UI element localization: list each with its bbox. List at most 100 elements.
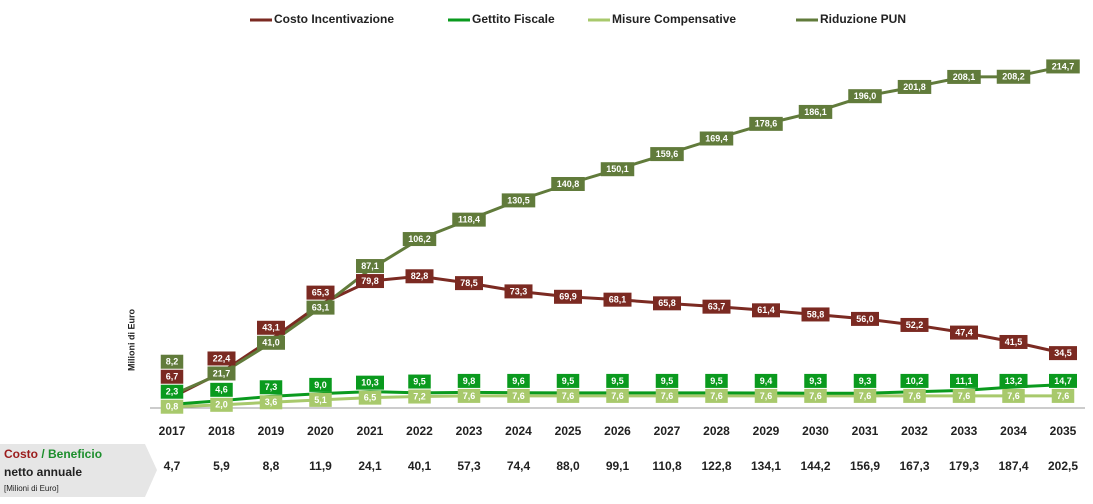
data-label-box (507, 388, 530, 403)
data-label-box (853, 373, 877, 388)
data-label: 196,0 (854, 91, 877, 101)
data-label: 9,4 (760, 376, 773, 386)
data-label-box (853, 388, 877, 403)
data-label-box (752, 303, 780, 318)
x-tick-label: 2017 (159, 424, 186, 438)
net-value: 40,1 (408, 459, 432, 473)
data-label-box (457, 388, 481, 403)
x-tick-label: 2028 (703, 424, 730, 438)
data-label: 63,1 (312, 302, 330, 312)
data-label: 43,1 (262, 323, 280, 333)
data-label-box (848, 89, 882, 104)
net-value: 134,1 (751, 459, 781, 473)
data-label-box (947, 69, 981, 84)
data-label-box (1049, 373, 1077, 388)
net-value: 88,0 (556, 459, 580, 473)
x-tick-label: 2035 (1050, 424, 1077, 438)
net-panel (0, 444, 157, 497)
data-label-box (801, 307, 830, 322)
data-label-box (600, 162, 635, 177)
x-tick-label: 2022 (406, 424, 433, 438)
x-tick-label: 2025 (555, 424, 582, 438)
data-label: 214,7 (1052, 61, 1075, 71)
data-label: 34,5 (1054, 348, 1072, 358)
data-label: 7,6 (562, 391, 575, 401)
data-label-box (356, 274, 384, 289)
x-tick-label: 2032 (901, 424, 928, 438)
legend-label: Gettito Fiscale (472, 12, 555, 26)
data-label: 9,5 (661, 376, 674, 386)
data-label-box (1002, 388, 1025, 403)
data-label-box (207, 351, 236, 366)
data-label: 65,8 (658, 298, 676, 308)
data-label: 65,3 (312, 287, 330, 297)
data-label-box (452, 212, 486, 227)
data-label-box (650, 147, 684, 162)
data-label: 87,1 (361, 261, 379, 271)
data-label-box (1046, 59, 1080, 74)
data-label-box (655, 373, 679, 388)
data-label-box (309, 377, 332, 392)
data-label-box (504, 284, 533, 299)
data-label: 14,7 (1054, 376, 1072, 386)
x-tick-label: 2026 (604, 424, 631, 438)
data-label-box (405, 269, 434, 284)
data-label-box (999, 373, 1028, 388)
net-value: 74,4 (507, 459, 531, 473)
data-label-box (356, 259, 384, 274)
data-label: 79,8 (361, 276, 379, 286)
data-label-box (160, 384, 184, 399)
x-tick-label: 2033 (951, 424, 978, 438)
net-value: 202,5 (1048, 459, 1078, 473)
net-value: 8,8 (263, 459, 280, 473)
net-value: 99,1 (606, 459, 630, 473)
data-label: 2,3 (166, 387, 179, 397)
data-label-box (603, 292, 632, 307)
data-label-box (207, 366, 236, 381)
data-label-box (457, 373, 481, 388)
data-label-box (356, 375, 384, 390)
data-label: 4,6 (215, 385, 228, 395)
data-label: 208,1 (953, 72, 976, 82)
data-label: 82,8 (411, 271, 429, 281)
data-label-box (699, 131, 734, 146)
data-label-box (160, 399, 184, 414)
x-tick-label: 2024 (505, 424, 532, 438)
data-label: 41,5 (1005, 337, 1023, 347)
x-tick-label: 2029 (753, 424, 780, 438)
net-value: 144,2 (800, 459, 830, 473)
data-label: 7,6 (661, 391, 674, 401)
data-label: 58,8 (807, 309, 825, 319)
data-label: 130,5 (507, 195, 530, 205)
data-label-box (309, 392, 332, 407)
data-label: 150,1 (606, 164, 629, 174)
data-label: 7,6 (958, 391, 971, 401)
data-label: 10,3 (361, 378, 379, 388)
x-tick-label: 2018 (208, 424, 235, 438)
data-label-box (1051, 388, 1075, 403)
data-label: 2,0 (215, 400, 228, 410)
data-label-box (160, 369, 184, 384)
data-label-box (655, 388, 679, 403)
data-label-box (754, 388, 778, 403)
data-label: 41,0 (262, 338, 280, 348)
data-label-box (507, 373, 530, 388)
data-label: 63,7 (708, 302, 726, 312)
data-label: 208,2 (1002, 72, 1025, 82)
data-label: 7,2 (413, 391, 426, 401)
data-label: 56,0 (856, 314, 874, 324)
data-label-box (306, 300, 335, 315)
data-label: 9,5 (710, 376, 723, 386)
data-label: 7,6 (1057, 391, 1070, 401)
data-label: 9,5 (562, 376, 575, 386)
net-value: 156,9 (850, 459, 880, 473)
x-tick-label: 2034 (1000, 424, 1027, 438)
data-label: 7,3 (265, 382, 278, 392)
data-label: 3,6 (265, 397, 278, 407)
data-label-box (702, 299, 731, 314)
data-label: 9,8 (463, 376, 476, 386)
data-label: 159,6 (656, 149, 679, 159)
data-label-box (257, 320, 285, 335)
data-label: 178,6 (755, 119, 778, 129)
data-label-box (455, 276, 483, 291)
